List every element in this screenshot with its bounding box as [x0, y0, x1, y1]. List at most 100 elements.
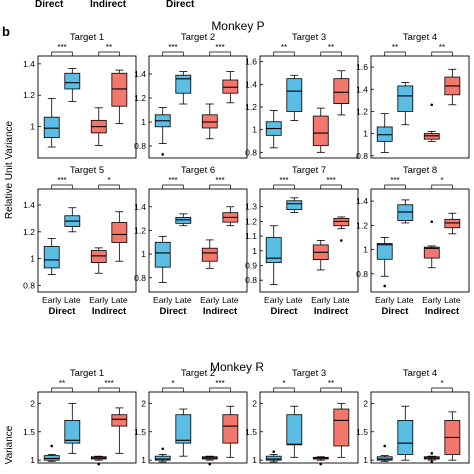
significance-bracket: [98, 51, 120, 56]
significance-stars: ***: [168, 43, 177, 52]
y-tick-label: 1.1: [245, 231, 257, 241]
significance-bracket: [431, 51, 453, 56]
outlier-point: [430, 452, 434, 455]
significance-bracket: [384, 184, 406, 189]
y-tick-label: 1.4: [23, 200, 35, 210]
significance-stars: ***: [215, 43, 224, 52]
axes-frame: [370, 391, 470, 464]
panel-title: Target 5: [70, 165, 104, 176]
box-body: [286, 200, 303, 210]
box-body: [265, 237, 282, 263]
outlier-point: [340, 239, 343, 242]
box-body: [43, 246, 60, 269]
box-body: [376, 243, 393, 260]
significance-bracket: [162, 51, 184, 56]
y-tick-label: 1: [252, 246, 257, 256]
y-tick-label: 1.2: [134, 93, 146, 103]
x-tick-label-late: Late: [222, 295, 239, 305]
x-group-label-indirect: Indirect: [92, 306, 127, 317]
y-tick-label: 1: [30, 254, 35, 264]
significance-bracket: [209, 184, 231, 189]
top-indirect-label: Indirect: [90, 0, 127, 10]
x-tick-label-early: Early: [264, 295, 284, 305]
axes-frame: [370, 55, 470, 159]
box-body: [333, 408, 350, 447]
y-tick-label: 1.2: [23, 90, 35, 100]
y-tick-label: 1: [141, 117, 146, 127]
significance-bracket: [51, 51, 73, 56]
panel-title: Target 4: [403, 368, 437, 379]
outlier-point: [430, 220, 434, 224]
y-tick-label: 2: [252, 398, 257, 408]
x-group-label-direct: Direct: [382, 306, 410, 317]
significance-stars: **: [392, 43, 398, 52]
box-body: [111, 414, 128, 427]
outlier-point: [161, 447, 165, 451]
x-group-label-indirect: Indirect: [314, 306, 349, 317]
significance-stars: ***: [215, 379, 224, 388]
significance-stars: **: [328, 379, 334, 388]
y-tick-label: 1.5: [23, 427, 35, 437]
significance-stars: **: [439, 43, 445, 52]
x-tick-label-late: Late: [64, 295, 81, 305]
y-tick-label: 1: [30, 455, 35, 465]
y-tick-label: 0.8: [356, 151, 368, 161]
box-body: [64, 72, 81, 90]
box-body: [222, 414, 239, 444]
box-body: [64, 419, 81, 444]
significance-stars: **: [59, 379, 65, 388]
y-tick-label: 1.6: [245, 57, 257, 67]
significance-stars: **: [106, 43, 112, 52]
x-tick-label-late: Late: [333, 295, 350, 305]
panel-title: Target 1: [70, 32, 104, 43]
x-group-label-direct: Direct: [49, 306, 77, 317]
panel-title: Target 4: [403, 32, 437, 43]
panel-title: Target 7: [292, 165, 326, 176]
y-tick-label: 1: [252, 125, 257, 135]
y-tick-label: 1.2: [356, 106, 368, 116]
y-tick-label: 1.4: [134, 202, 146, 212]
significance-stars: *: [171, 379, 174, 388]
y-tick-label: 1: [252, 455, 257, 465]
box-body: [397, 204, 414, 221]
box-body: [286, 78, 303, 112]
y-tick-label: 1.4: [356, 84, 368, 94]
significance-stars: ***: [57, 43, 66, 52]
y-tick-label: 1.2: [356, 220, 368, 230]
y-axis-label-p: Relative Unit Variance: [4, 120, 15, 219]
x-tick-label-early: Early: [42, 295, 62, 305]
x-tick-label-early: Early: [153, 295, 173, 305]
significance-stars: *: [440, 176, 443, 185]
significance-bracket: [51, 184, 73, 189]
panels-group: Target 111.21.4*** **Target 20.811.21.4**…: [23, 32, 470, 466]
x-tick-label-late: Late: [175, 295, 192, 305]
y-tick-label: 0.8: [356, 269, 368, 279]
panel-title: Target 8: [403, 165, 437, 176]
y-tick-label: 1.5: [356, 427, 368, 437]
box-body: [111, 222, 128, 243]
x-tick-label-early: Early: [375, 295, 395, 305]
significance-bracket: [162, 184, 184, 189]
axes-frame: [259, 188, 359, 293]
significance-bracket: [431, 184, 453, 189]
top-direct-label-2: Direct: [166, 0, 195, 10]
box-body: [376, 126, 393, 142]
significance-bracket: [273, 184, 295, 189]
x-tick-label-early: Early: [311, 295, 331, 305]
y-tick-label: 1: [363, 455, 368, 465]
x-tick-label-late: Late: [111, 295, 128, 305]
significance-stars: ***: [215, 176, 224, 185]
significance-stars: *: [107, 176, 110, 185]
x-group-label-direct: Direct: [160, 306, 188, 317]
x-tick-label-early: Early: [89, 295, 109, 305]
axes-frame: [37, 55, 137, 159]
significance-stars: ***: [279, 176, 288, 185]
box-body: [111, 72, 128, 107]
x-group-label-indirect: Indirect: [203, 306, 238, 317]
outlier-point: [208, 462, 212, 466]
box-body: [175, 74, 192, 94]
significance-bracket: [209, 51, 231, 56]
y-tick-label: 1.5: [245, 427, 257, 437]
y-tick-label: 0.8: [23, 280, 35, 290]
y-tick-label: 1: [363, 245, 368, 255]
